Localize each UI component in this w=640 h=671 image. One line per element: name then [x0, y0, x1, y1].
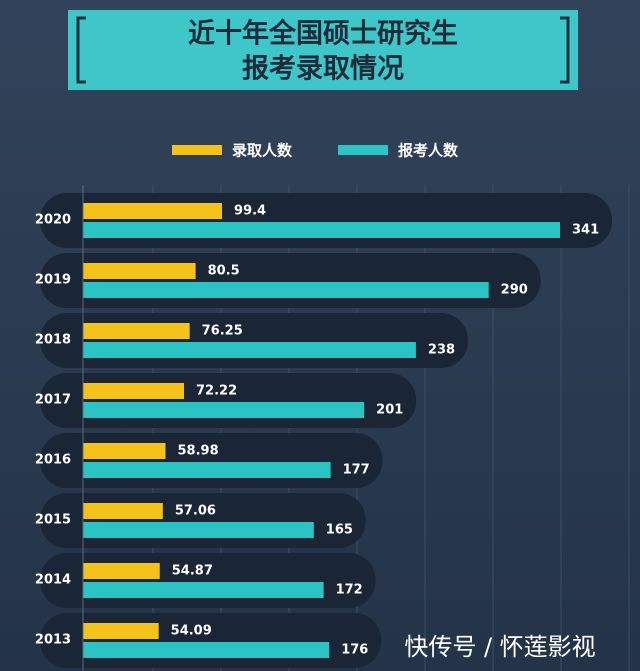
bar — [83, 222, 560, 238]
title-brackets — [76, 16, 570, 84]
data-label: 99.4 — [234, 204, 266, 219]
chart-title: 报考录取情况 — [242, 54, 404, 85]
row-background — [40, 493, 366, 548]
data-label: 57.06 — [175, 504, 216, 519]
watermark: 快传号 / 怀莲影视 — [404, 633, 595, 661]
data-label: 54.87 — [172, 564, 213, 579]
legend-swatch — [338, 145, 388, 155]
row-background — [40, 193, 612, 248]
data-label: 172 — [336, 583, 363, 598]
bar — [83, 342, 416, 358]
row-background — [40, 613, 382, 668]
bar — [83, 323, 190, 339]
row-background — [40, 313, 468, 368]
row-background — [40, 373, 417, 428]
title-box — [68, 10, 578, 90]
bar — [83, 383, 185, 399]
chart-title: 近十年全国硕士研究生 — [188, 18, 458, 50]
data-label: 201 — [376, 403, 403, 418]
data-label: 177 — [343, 463, 370, 478]
data-label: 341 — [572, 223, 599, 238]
bar — [83, 462, 331, 478]
data-label: 80.5 — [208, 264, 240, 279]
y-tick-label: 2017 — [35, 393, 71, 408]
data-label: 58.98 — [178, 444, 219, 459]
data-label: 176 — [341, 643, 368, 658]
bar — [83, 402, 365, 418]
bar — [83, 522, 314, 538]
y-tick-label: 2016 — [35, 453, 71, 468]
data-label: 165 — [326, 523, 353, 538]
y-tick-label: 2014 — [35, 573, 71, 588]
y-tick-label: 2018 — [35, 333, 71, 348]
y-tick-label: 2013 — [35, 633, 71, 648]
legend-swatch — [172, 145, 222, 155]
y-tick-label: 2020 — [35, 213, 71, 228]
data-label: 72.22 — [196, 384, 237, 399]
legend-label: 报考人数 — [398, 142, 459, 160]
legend-label: 录取人数 — [232, 142, 293, 160]
bar — [83, 282, 489, 298]
row-background — [40, 433, 383, 488]
plot: 录取人数 报考人数 2020 99.4 341 2019 80.5 290 2018 76.25 2… — [35, 142, 630, 671]
y-tick-label: 2015 — [35, 513, 71, 528]
bar — [83, 263, 196, 279]
bar — [83, 203, 223, 219]
bar — [83, 443, 166, 459]
data-label: 76.25 — [202, 324, 243, 339]
data-label: 290 — [501, 283, 528, 298]
row-background — [40, 553, 376, 608]
bar — [83, 623, 159, 639]
bar — [83, 563, 160, 579]
bar — [83, 582, 324, 598]
data-label: 238 — [428, 343, 455, 358]
bar — [83, 642, 330, 658]
y-tick-label: 2019 — [35, 273, 71, 288]
row-background — [40, 253, 541, 308]
bar — [83, 503, 163, 519]
data-label: 54.09 — [171, 624, 212, 639]
